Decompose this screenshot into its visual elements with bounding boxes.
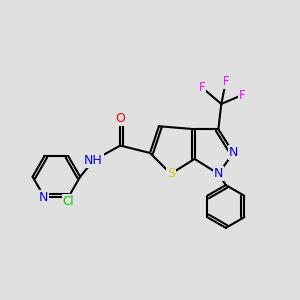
Text: F: F <box>223 75 229 88</box>
Text: O: O <box>115 112 125 125</box>
Text: F: F <box>199 81 205 94</box>
Text: N: N <box>38 191 48 204</box>
Text: S: S <box>167 167 175 180</box>
Text: Cl: Cl <box>62 195 74 208</box>
Text: NH: NH <box>84 154 103 167</box>
Text: N: N <box>214 167 223 180</box>
Text: F: F <box>239 88 245 101</box>
Text: N: N <box>229 146 238 160</box>
